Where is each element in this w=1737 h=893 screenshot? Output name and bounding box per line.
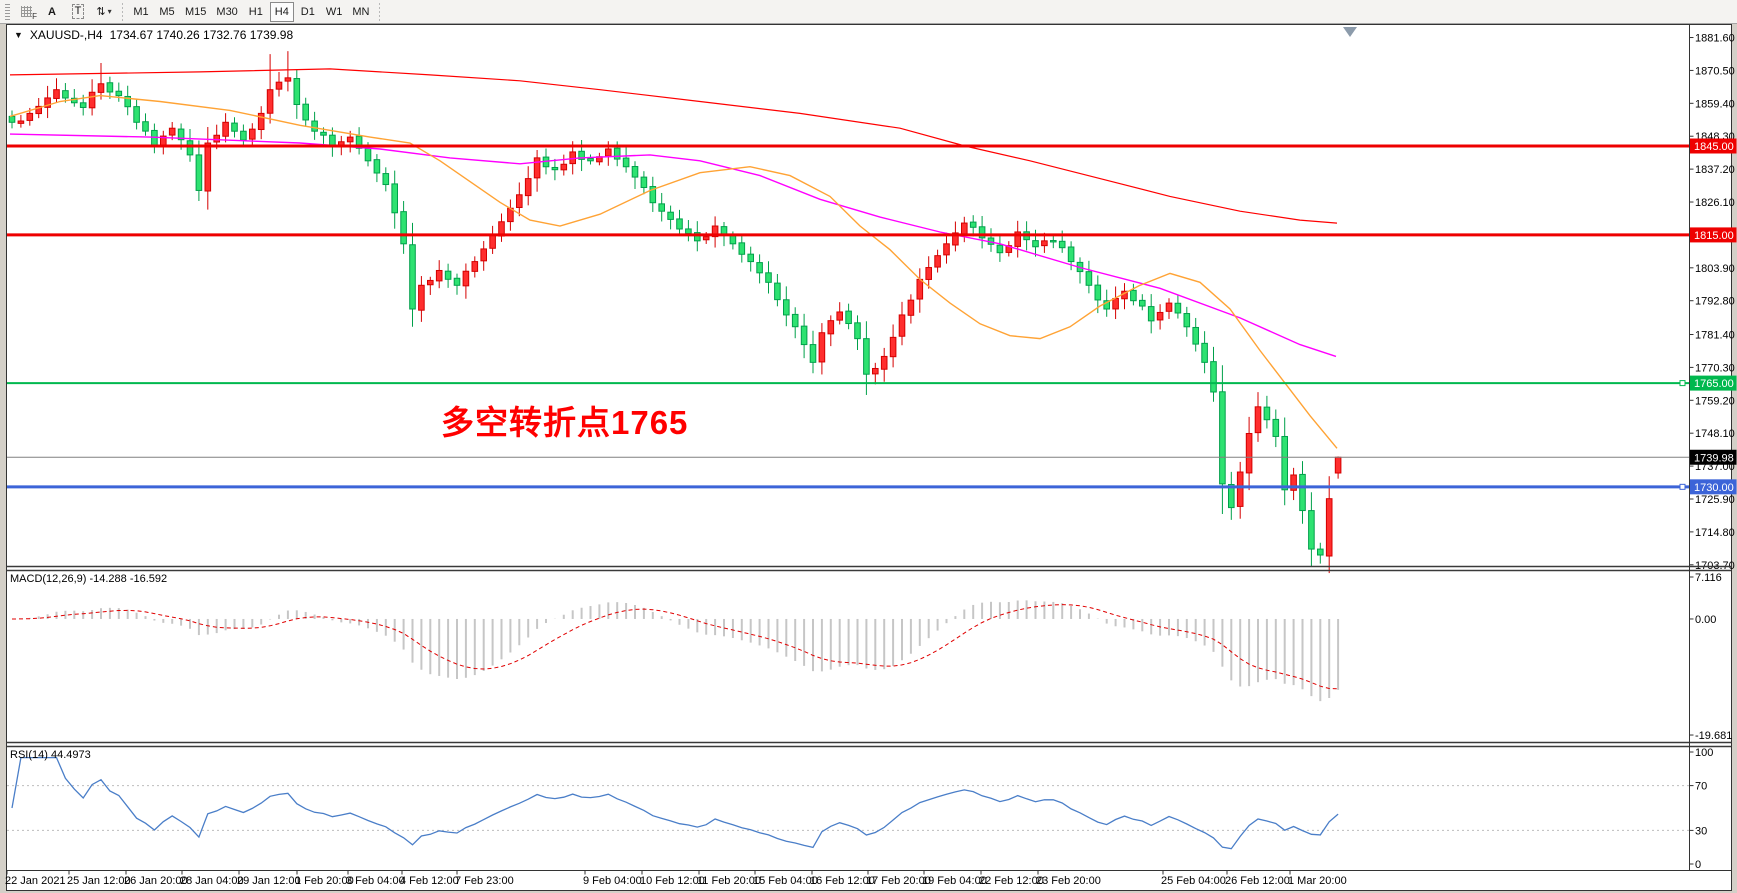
time-tick-label: 1 Mar 20:00 xyxy=(1288,875,1347,887)
time-tick-label: 11 Feb 20:00 xyxy=(697,875,761,887)
price-chip-label: 1765.00 xyxy=(1694,378,1734,390)
price-chip xyxy=(1689,227,1737,243)
rsi-scale-label: 0 xyxy=(1695,859,1701,871)
timeframe-button-MN[interactable]: MN xyxy=(348,2,373,22)
time-tick-label: 25 Feb 04:00 xyxy=(1161,875,1226,887)
price-tick-label: 1770.30 xyxy=(1695,362,1735,374)
swap-arrows-icon: ⇅ xyxy=(96,6,106,18)
macd-signal-line xyxy=(11,604,1339,690)
timeframe-button-H1[interactable]: H1 xyxy=(244,2,268,22)
price-chip-label: 1739.98 xyxy=(1694,452,1734,464)
pivot-annotation-text: 多空转折点1765 xyxy=(441,404,689,441)
timeframe-button-M30[interactable]: M30 xyxy=(212,2,241,22)
time-tick-label: 26 Feb 12:00 xyxy=(1225,875,1290,887)
time-tick-label: 26 Jan 20:00 xyxy=(124,875,188,887)
price-tick-label: 1826.10 xyxy=(1695,197,1735,209)
time-tick-label: 28 Jan 04:00 xyxy=(180,875,244,887)
time-tick-label: 1 Feb 20:00 xyxy=(295,875,354,887)
level-line-handle[interactable] xyxy=(1679,380,1686,387)
macd-scale-label: -19.681 xyxy=(1695,730,1732,742)
price-tick-label: 1803.90 xyxy=(1695,263,1735,275)
time-tick-label: 29 Jan 12:00 xyxy=(237,875,301,887)
price-chip xyxy=(1689,479,1737,495)
toolbar-separator xyxy=(122,2,123,21)
toolbar-separator xyxy=(379,2,381,21)
timeframe-button-W1[interactable]: W1 xyxy=(322,2,347,22)
toolbar: F A T ⇅ ▾ M1 M5 M15 M30 H1 H4 D1 W1 MN xyxy=(0,0,1737,24)
price-chip-label: 1815.00 xyxy=(1694,230,1734,242)
macd-scale-label: 7.116 xyxy=(1695,572,1722,584)
timeframe-button-M5[interactable]: M5 xyxy=(155,2,179,22)
ma-fast-orange xyxy=(9,94,1338,449)
dropdown-caret-icon: ▾ xyxy=(107,7,112,16)
time-tick-label: 7 Feb 23:00 xyxy=(455,875,514,887)
chart-symbol-period: XAUUSD-,H4 xyxy=(29,28,103,42)
price-chip-label: 1730.00 xyxy=(1694,482,1734,494)
arrange-objects-button[interactable]: ⇅ ▾ xyxy=(92,2,116,22)
timeframe-button-group: M1 M5 M15 M30 H1 H4 D1 W1 MN xyxy=(128,1,374,22)
price-tick-label: 1703.70 xyxy=(1695,560,1735,572)
time-tick-label: 22 Jan 2021 xyxy=(5,875,66,887)
chart-title-bar: ▼ XAUUSD-,H4 1734.67 1740.26 1732.76 173… xyxy=(14,28,293,42)
text-label-button[interactable]: T xyxy=(66,2,90,22)
rsi-indicator-label: RSI(14) 44.4973 xyxy=(10,749,91,761)
symbol-dropdown-icon[interactable]: ▼ xyxy=(14,30,23,40)
candles-layer xyxy=(8,51,1342,574)
timeframe-button-M15[interactable]: M15 xyxy=(181,2,210,22)
macd-scale-label: 0.00 xyxy=(1695,614,1716,626)
rsi-scale-label: 30 xyxy=(1695,825,1707,837)
price-tick-label: 1748.10 xyxy=(1695,428,1735,440)
time-tick-label: 15 Feb 04:00 xyxy=(753,875,818,887)
time-tick-label: 23 Feb 20:00 xyxy=(1036,875,1101,887)
timeframe-button-H4[interactable]: H4 xyxy=(269,1,294,22)
macd-indicator-label: MACD(12,26,9) -14.288 -16.592 xyxy=(10,573,168,585)
chart-shift-marker-icon[interactable] xyxy=(1343,27,1357,37)
timeframe-button-D1[interactable]: D1 xyxy=(296,2,320,22)
time-tick-label: 3 Feb 04:00 xyxy=(346,875,405,887)
text-annotation-button[interactable]: A xyxy=(40,2,64,22)
price-chip xyxy=(1689,138,1737,154)
level-line-handle[interactable] xyxy=(1679,483,1686,490)
time-tick-label: 25 Jan 12:00 xyxy=(67,875,131,887)
price-chip xyxy=(1689,375,1737,391)
price-tick-label: 1792.80 xyxy=(1695,296,1735,308)
time-tick-label: 9 Feb 04:00 xyxy=(583,875,642,887)
grid-icon xyxy=(20,6,32,17)
price-tick-label: 1859.40 xyxy=(1695,98,1735,110)
price-tick-label: 1837.20 xyxy=(1695,164,1735,176)
price-tick-label: 1714.80 xyxy=(1695,527,1735,539)
time-tick-label: 16 Feb 12:00 xyxy=(810,875,875,887)
ma-slow-red xyxy=(9,68,1338,224)
time-tick-label: 22 Feb 12:00 xyxy=(979,875,1044,887)
rsi-line xyxy=(11,756,1339,850)
grid-icon-f-label: F xyxy=(32,11,37,21)
price-tick-label: 1881.60 xyxy=(1695,33,1735,45)
rsi-scale-label: 70 xyxy=(1695,781,1707,793)
rsi-scale-label: 100 xyxy=(1695,747,1713,759)
price-tick-label: 1870.50 xyxy=(1695,65,1735,77)
price-tick-label: 1725.90 xyxy=(1695,494,1735,506)
price-axis: 1881.601870.501859.401848.301837.201826.… xyxy=(1689,33,1737,871)
letter-t-dashed-icon: T xyxy=(71,4,85,19)
timeframe-button-M1[interactable]: M1 xyxy=(129,2,153,22)
ma-mid-magenta xyxy=(9,133,1337,358)
time-tick-label: 17 Feb 20:00 xyxy=(866,875,931,887)
letter-a-icon: A xyxy=(48,5,56,18)
toolbar-drag-handle[interactable] xyxy=(5,3,10,20)
time-tick-label: 19 Feb 04:00 xyxy=(922,875,987,887)
time-tick-label: 10 Feb 12:00 xyxy=(640,875,705,887)
price-chip-label: 1845.00 xyxy=(1694,141,1734,153)
chart-ohlc-values: 1734.67 1740.26 1732.76 1739.98 xyxy=(109,28,294,42)
time-tick-label: 4 Feb 12:00 xyxy=(400,875,459,887)
price-tick-label: 1781.40 xyxy=(1695,329,1735,341)
grid-tool-button[interactable]: F xyxy=(14,2,38,22)
price-tick-label: 1759.20 xyxy=(1695,395,1735,407)
price-chip xyxy=(1689,449,1737,465)
